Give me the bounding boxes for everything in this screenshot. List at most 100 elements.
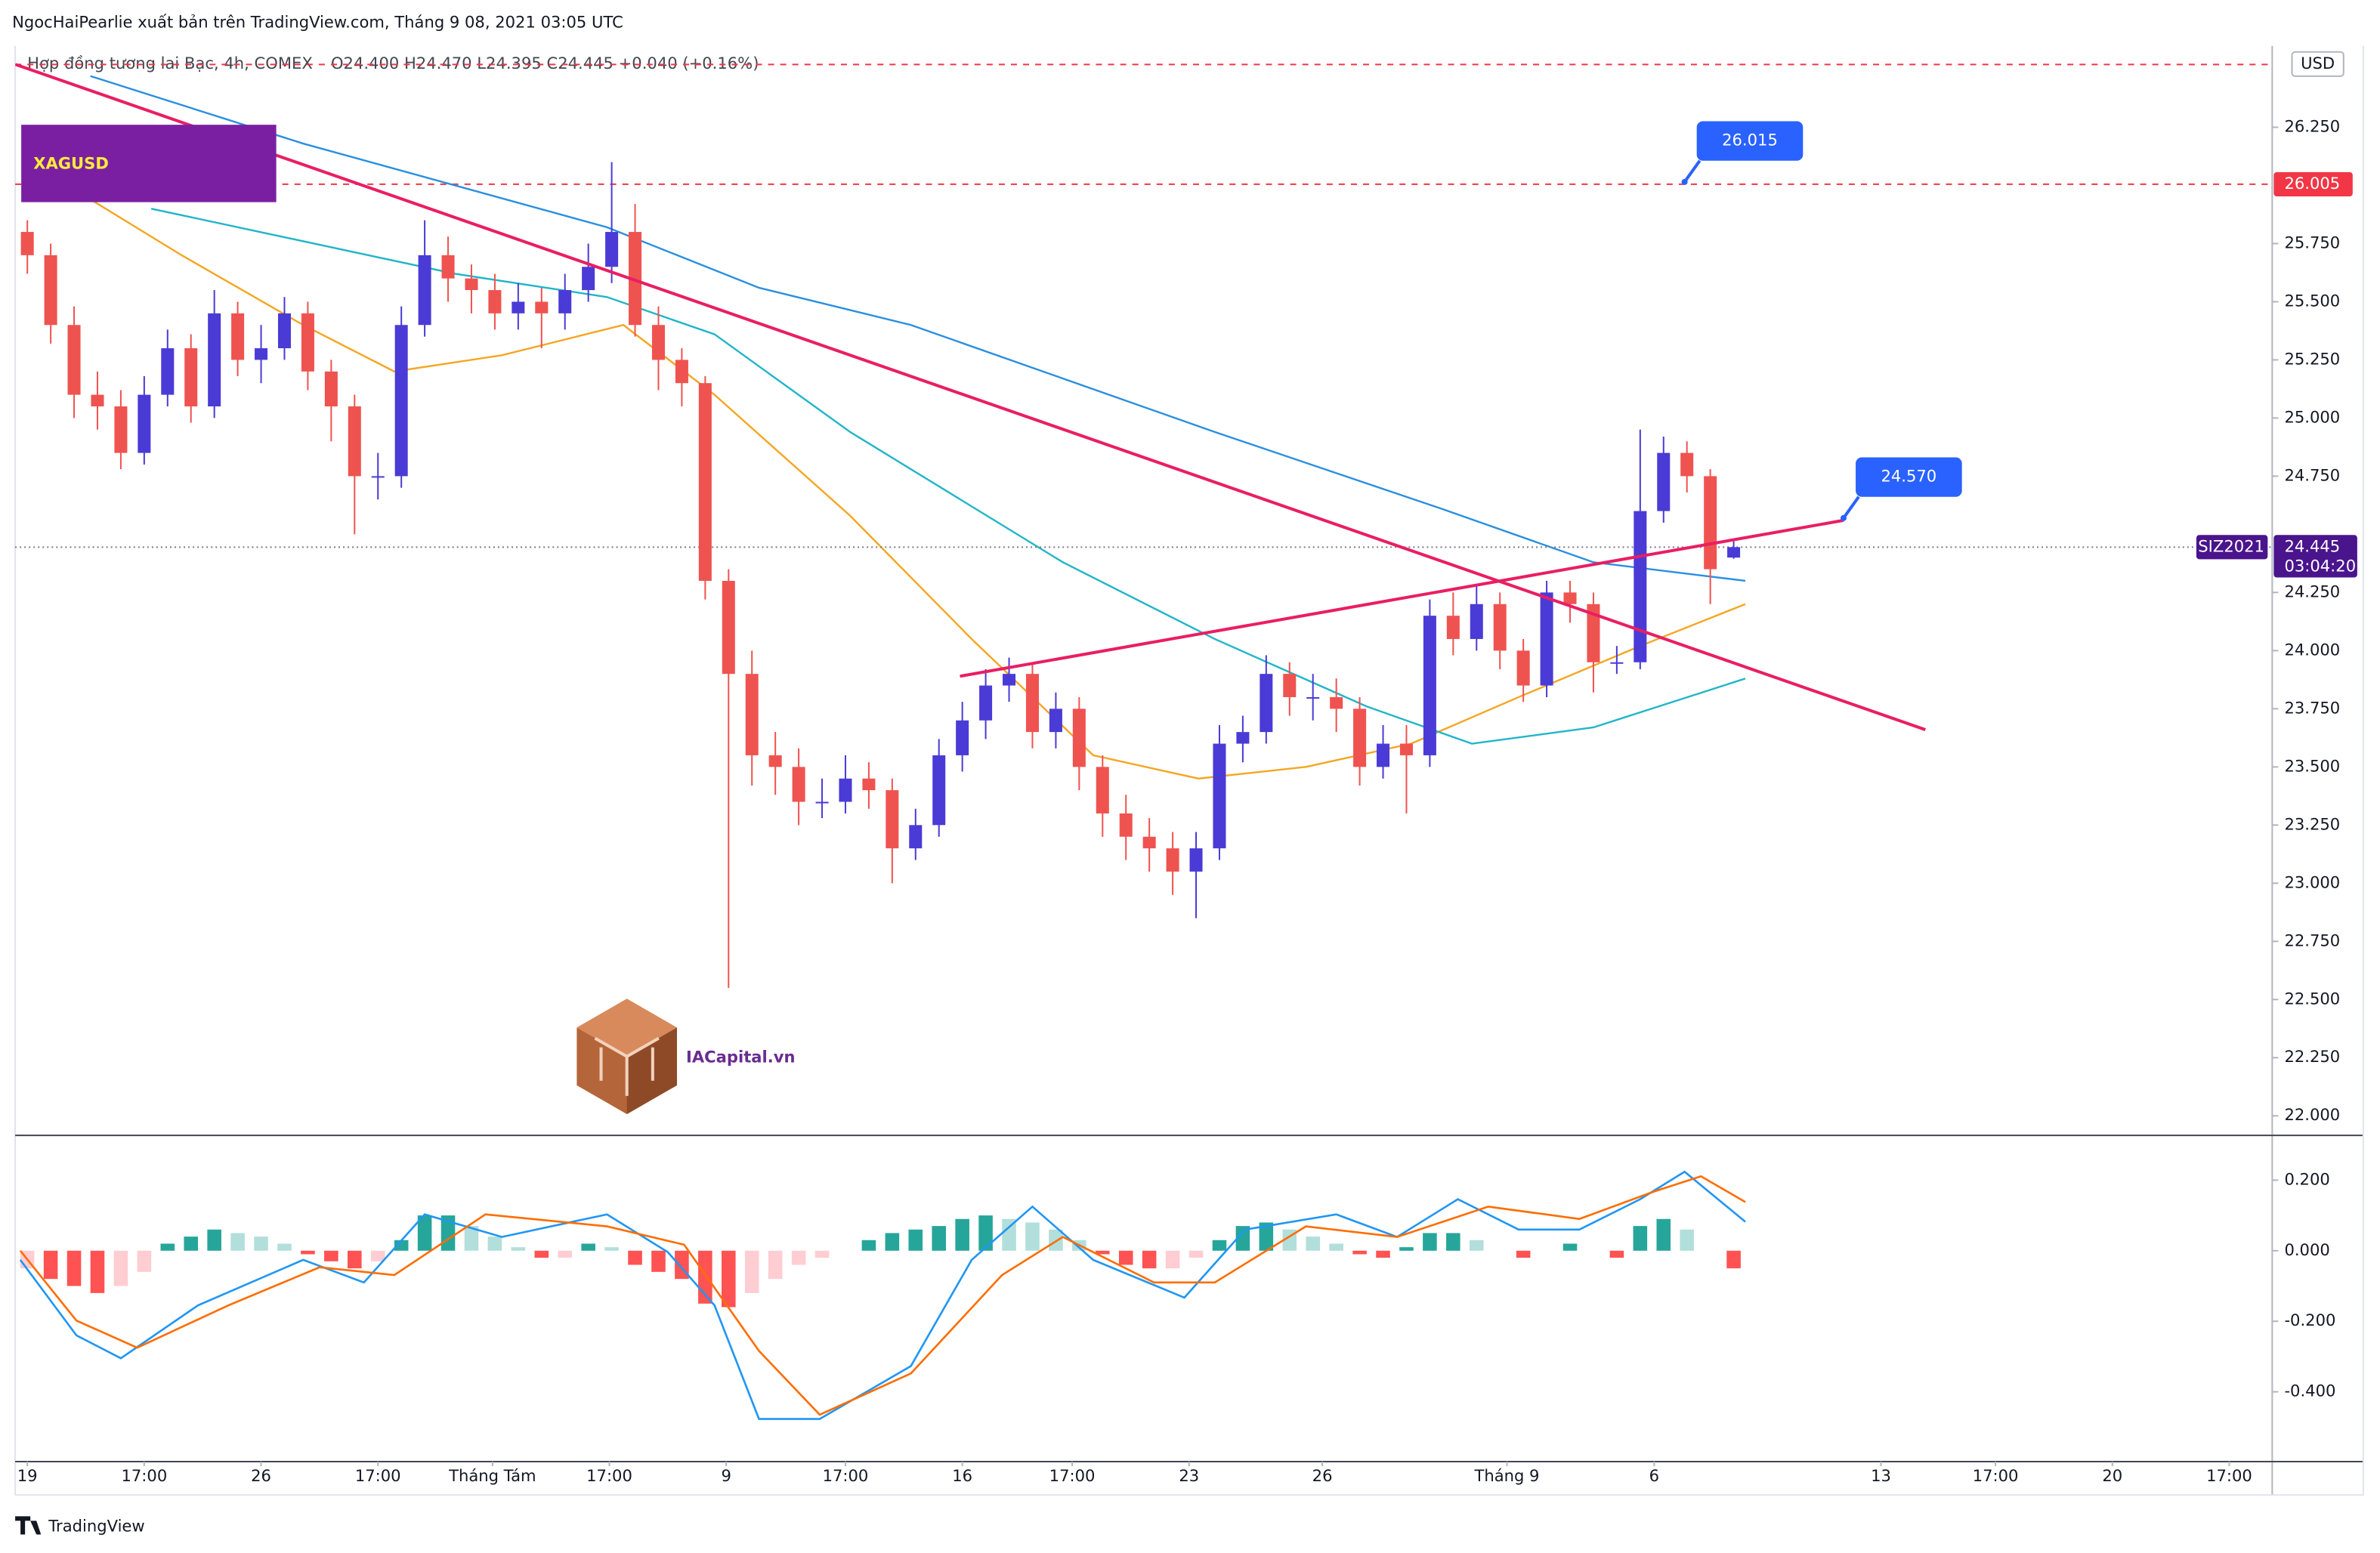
candle-body: [208, 313, 221, 407]
macd-histogram-bar: [1352, 1250, 1367, 1255]
contract-label: SIZ2021: [2198, 536, 2264, 555]
candle-body: [605, 232, 619, 267]
last-price-box: [2273, 535, 2357, 578]
candle-body: [1727, 547, 1741, 558]
macd-histogram-bar: [184, 1237, 199, 1251]
macd-histogram-bar: [1002, 1218, 1016, 1251]
macd-histogram-bar: [1516, 1250, 1531, 1258]
macd-histogram-bar: [1469, 1240, 1484, 1251]
candle-body: [67, 325, 81, 395]
contract-box: [2196, 535, 2268, 560]
callout-label: 26.015: [1722, 131, 1778, 150]
macd-histogram-bar: [1095, 1250, 1110, 1255]
candle-body: [1049, 709, 1062, 733]
currency-box[interactable]: [2291, 51, 2344, 77]
candle-body: [1423, 616, 1436, 755]
candle-body: [394, 325, 408, 477]
x-tick-label: 17:00: [1973, 1466, 2019, 1485]
macd-histogram-bar: [955, 1218, 969, 1251]
y-tick-label: 24.000: [2284, 640, 2340, 659]
macd-histogram-bar: [1680, 1229, 1694, 1251]
x-tick-label: 17:00: [1049, 1466, 1096, 1485]
callout-box[interactable]: [1696, 121, 1804, 161]
candle-body: [255, 348, 268, 360]
macd-histogram-bar: [113, 1250, 128, 1286]
x-tick-label: 26: [251, 1466, 271, 1485]
candle-body: [1657, 452, 1671, 511]
callout-anchor: [1840, 514, 1847, 521]
callout-anchor: [1681, 178, 1688, 185]
candle-body: [1446, 616, 1460, 639]
y-tick-label: 0.200: [2284, 1169, 2329, 1188]
candle-body: [161, 348, 175, 395]
candle-body: [1236, 732, 1250, 744]
symbol-badge-box: [21, 125, 277, 202]
candle-body: [324, 371, 338, 407]
y-tick-label: 25.250: [2284, 349, 2340, 368]
last-price-label: 24.445: [2284, 536, 2340, 555]
macd-histogram-bar: [932, 1226, 947, 1251]
macd-histogram-bar: [628, 1250, 642, 1265]
x-tick-label: Tháng Tám: [448, 1466, 536, 1485]
candle-body: [979, 685, 993, 721]
candle-body: [1003, 674, 1016, 686]
x-tick-label: 23: [1179, 1466, 1199, 1485]
candle-body: [44, 255, 57, 326]
moving-average: [29, 161, 1746, 780]
macd-histogram-bar: [348, 1250, 362, 1269]
y-tick-label: 22.500: [2284, 989, 2340, 1008]
y-tick-label: 23.750: [2284, 698, 2340, 717]
macd-histogram-bar: [1633, 1226, 1648, 1251]
candle-body: [698, 383, 712, 581]
trend-line[interactable]: [960, 518, 1844, 678]
macd-histogram-bar: [207, 1229, 221, 1251]
symbol-badge: XAGUSD: [33, 153, 109, 172]
macd-histogram-bar: [324, 1250, 338, 1261]
candle-body: [348, 406, 361, 477]
candle-body: [886, 790, 899, 849]
macd-line: [19, 1175, 1746, 1416]
macd-histogram-bar: [1726, 1250, 1741, 1269]
publisher-line: NgocHaiPearlie xuất bản trên TradingView…: [12, 13, 623, 32]
macd-histogram-bar: [90, 1250, 105, 1293]
candle-body: [91, 394, 104, 407]
macd-histogram-bar: [1399, 1247, 1414, 1251]
y-tick-label: 26.250: [2284, 116, 2340, 135]
macd-histogram-bar: [160, 1243, 175, 1251]
candle-body: [441, 255, 455, 279]
macd-histogram-bar: [417, 1215, 432, 1251]
y-tick-label: 25.000: [2284, 407, 2340, 426]
macd-histogram-bar: [722, 1250, 736, 1308]
callout-box[interactable]: [1856, 457, 1962, 497]
candle-body: [1563, 592, 1577, 604]
candle-body: [1306, 696, 1320, 699]
candle-body: [1283, 674, 1297, 697]
candle-body: [1353, 709, 1367, 767]
trend-line[interactable]: [15, 63, 1926, 731]
y-tick-label: 25.750: [2284, 233, 2340, 252]
y-tick-label: 22.750: [2284, 931, 2340, 949]
macd-histogram-bar: [885, 1233, 900, 1251]
candle-body: [1142, 836, 1156, 849]
macd-histogram-bar: [1049, 1229, 1063, 1251]
candle-body: [465, 278, 478, 291]
macd-histogram-bar: [1118, 1250, 1133, 1265]
macd-histogram-bar: [301, 1250, 315, 1255]
price-pane: Hợp đồng tương lai Bạc, 4h, COMEX O24.400…: [15, 54, 2357, 1485]
candle-body: [1516, 650, 1530, 686]
y-tick-label: 24.250: [2284, 582, 2340, 601]
macd-histogram-bar: [1562, 1243, 1578, 1251]
candle-body: [1610, 662, 1624, 664]
y-tick-label: 23.250: [2284, 814, 2340, 833]
footer-brand: TradingView: [48, 1516, 144, 1535]
overlay: XAGUSD IACapital.vn USD TradingView: [15, 51, 2344, 1535]
macd-histogram-bar: [1423, 1233, 1437, 1251]
candle-body: [1119, 813, 1133, 837]
macd-histogram-bar: [254, 1237, 268, 1251]
macd-histogram-bar: [791, 1250, 806, 1265]
candle-body: [1587, 604, 1600, 662]
price-level-box: [2273, 171, 2353, 196]
candle-body: [815, 801, 829, 804]
callout-pointer: [1842, 496, 1860, 519]
